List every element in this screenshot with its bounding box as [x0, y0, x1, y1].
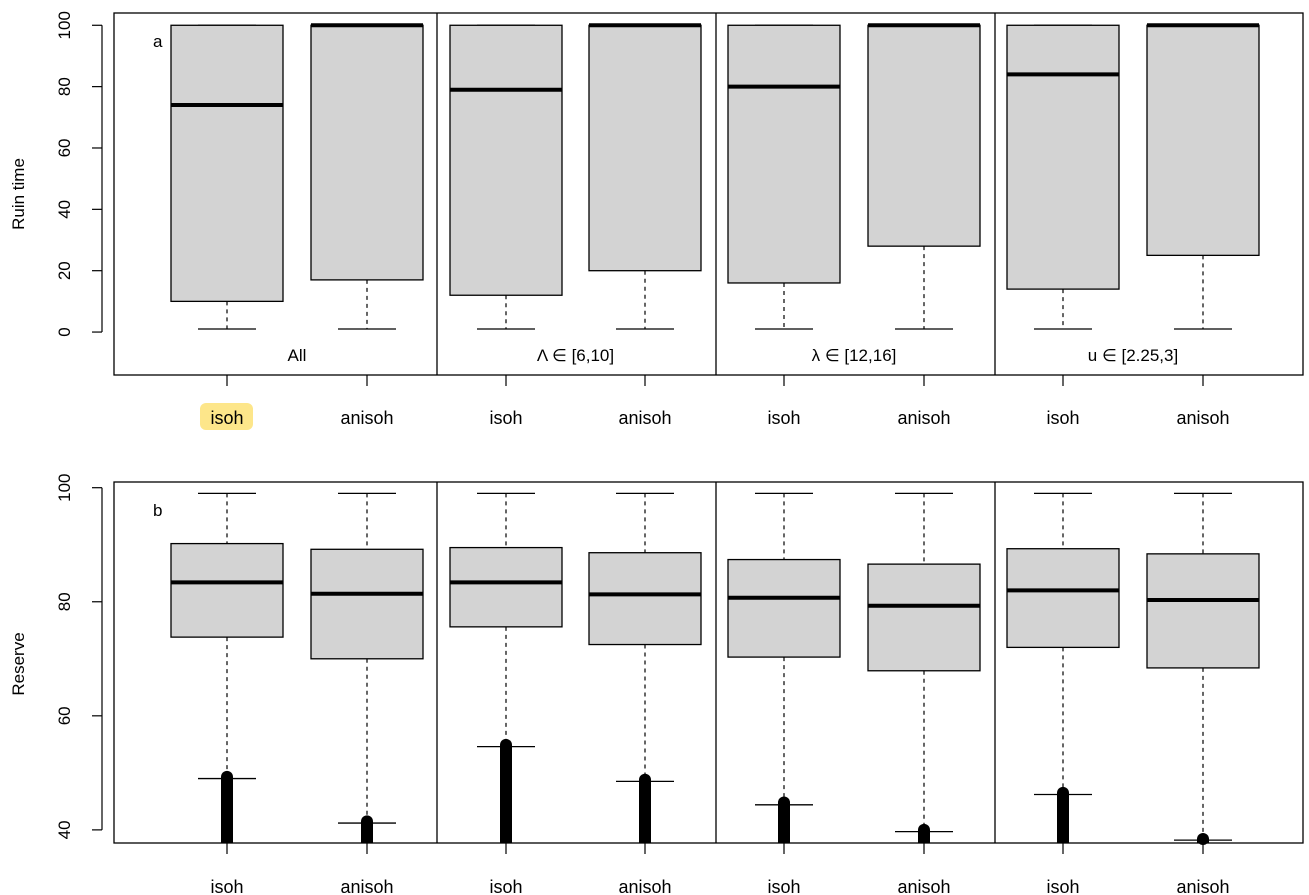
category-highlight — [200, 403, 253, 430]
x-tick-label: anisoh — [1176, 877, 1229, 895]
y-axis-label-ruin-time: Ruin time — [9, 158, 28, 230]
outlier-point — [918, 823, 930, 836]
x-tick-label: isoh — [489, 877, 522, 895]
x-tick-label: isoh — [767, 877, 800, 895]
x-tick-label: anisoh — [897, 408, 950, 428]
panel-letter-b: b — [153, 501, 162, 520]
y-tick-label: 0 — [55, 327, 74, 336]
panel-letter-a: a — [153, 32, 163, 51]
outlier-band — [500, 744, 512, 843]
x-tick-label: anisoh — [618, 877, 671, 895]
iqr-box — [310, 548, 424, 660]
outlier-band — [361, 821, 373, 843]
group-label: All — [288, 346, 307, 365]
plot-frame — [113, 12, 1304, 376]
iqr-box — [867, 563, 981, 672]
iqr-box — [1006, 548, 1120, 649]
y-tick-label: 100 — [55, 474, 74, 502]
outlier-band — [778, 802, 790, 843]
x-tick-label: isoh — [210, 877, 243, 895]
x-tick-label: anisoh — [340, 877, 393, 895]
iqr-box — [449, 546, 563, 628]
y-axis-label-reserve: Reserve — [9, 632, 28, 695]
x-tick-label: isoh — [489, 408, 522, 428]
iqr-box — [588, 552, 702, 646]
outlier-point — [500, 738, 512, 751]
outlier-band — [639, 779, 651, 843]
iqr-box — [310, 24, 424, 281]
group-label: Λ ∈ [6,10] — [537, 346, 614, 365]
outlier-band — [221, 776, 233, 843]
y-tick-label: 40 — [55, 200, 74, 219]
iqr-box — [449, 24, 563, 296]
panel-a: a Ruin time 0 20 40 60 80 100 isoh anisoh isoh an… — [9, 11, 1304, 430]
iqr-box — [170, 24, 284, 303]
iqr-box — [727, 24, 841, 284]
x-tick-label: anisoh — [340, 408, 393, 428]
y-tick-label: 80 — [55, 592, 74, 611]
x-tick-label: anisoh — [1176, 408, 1229, 428]
group-label: u ∈ [2.25,3] — [1088, 346, 1178, 365]
x-tick-label: isoh — [1046, 408, 1079, 428]
iqr-box — [727, 558, 841, 658]
outlier-band — [1057, 792, 1069, 843]
iqr-box — [1146, 24, 1260, 257]
iqr-box — [867, 24, 981, 247]
outlier-point — [639, 773, 651, 786]
y-tick-label: 60 — [55, 706, 74, 725]
y-tick-label: 20 — [55, 261, 74, 280]
x-tick-label: isoh — [767, 408, 800, 428]
x-tick-label: anisoh — [618, 408, 671, 428]
group-label: λ ∈ [12,16] — [812, 346, 897, 365]
x-tick-label: isoh — [210, 408, 243, 428]
iqr-box — [170, 542, 284, 638]
plot-frame — [113, 481, 1304, 844]
y-tick-label: 80 — [55, 77, 74, 96]
y-tick-label: 100 — [55, 11, 74, 39]
iqr-box — [1146, 553, 1260, 669]
panel-b: b Reserve 40 60 80 100 isoh anisoh isoh anisoh i… — [9, 474, 1304, 895]
y-tick-label: 40 — [55, 820, 74, 839]
iqr-box — [588, 24, 702, 272]
x-tick-label: isoh — [1046, 877, 1079, 895]
y-tick-label: 60 — [55, 139, 74, 158]
x-tick-label: anisoh — [897, 877, 950, 895]
iqr-box — [1006, 24, 1120, 290]
